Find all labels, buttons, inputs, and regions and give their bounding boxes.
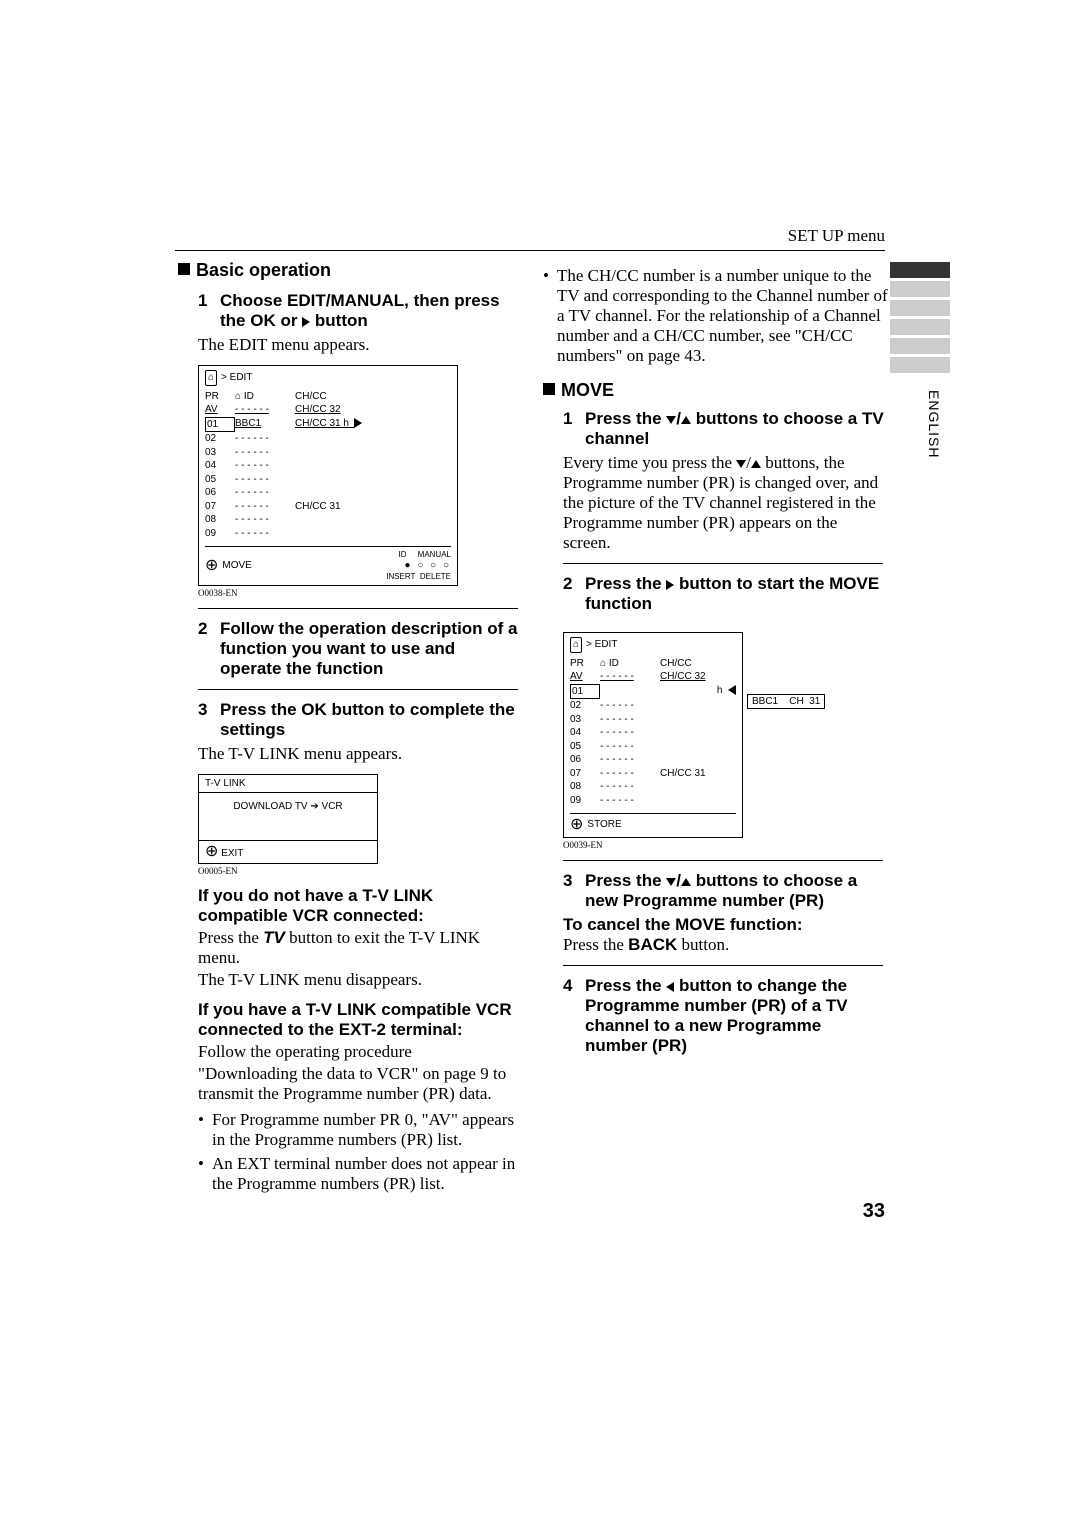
step-title: Press the button to start the MOVE funct…: [585, 574, 885, 614]
step-number: 3: [198, 700, 216, 720]
step-body: The EDIT menu appears.: [198, 335, 523, 355]
tvlink-body: DOWNLOAD TV ➔ VCR: [199, 793, 377, 840]
step-number: 1: [198, 291, 216, 311]
diagram-caption: O0005-EN: [198, 866, 523, 876]
diagram-side-badge: BBC1 CH 31: [747, 694, 825, 709]
section-heading-text: Basic operation: [196, 260, 331, 280]
joystick-icon: ⊕: [205, 558, 218, 574]
tab-active: [890, 262, 950, 278]
step-3: 3 Press the OK button to complete the se…: [198, 700, 523, 764]
triangle-right-icon: [302, 317, 310, 327]
tab-inactive: [890, 281, 950, 297]
triangle-down-icon: [736, 460, 746, 468]
divider: [563, 563, 883, 564]
page-number: 33: [863, 1200, 885, 1223]
diagram-caption: O0039-EN: [563, 840, 888, 850]
step-1: 1 Press the / buttons to choose a TV cha…: [563, 409, 888, 553]
divider: [198, 689, 518, 690]
tab-inactive: [890, 300, 950, 316]
side-tabs: [890, 262, 950, 376]
left-column: Basic operation 1 Choose EDIT/MANUAL, th…: [178, 260, 523, 1198]
step-body: To cancel the MOVE function: Press the B…: [563, 915, 888, 955]
tab-inactive: [890, 338, 950, 354]
step-number: 4: [563, 976, 581, 996]
bullet-item: An EXT terminal number does not appear i…: [198, 1154, 523, 1194]
joystick-icon: ⊕: [570, 817, 583, 833]
step-2: 2 Press the button to start the MOVE fun…: [563, 574, 888, 614]
side-language-label: ENGLISH: [926, 390, 942, 458]
triangle-left-icon: [728, 685, 736, 695]
step-2: 2 Follow the operation description of a …: [198, 619, 523, 679]
tvlink-header: T-V LINK: [199, 775, 377, 793]
divider: [563, 860, 883, 861]
section-heading: Basic operation: [178, 260, 523, 281]
triangle-down-icon: [666, 416, 676, 424]
triangle-up-icon: [681, 878, 691, 886]
tab-inactive: [890, 357, 950, 373]
step-1: 1 Choose EDIT/MANUAL, then press the OK …: [198, 291, 523, 355]
diagram-caption: O0038-EN: [198, 588, 523, 598]
step-number: 2: [563, 574, 581, 594]
step-number: 2: [198, 619, 216, 639]
content: Basic operation 1 Choose EDIT/MANUAL, th…: [178, 260, 888, 1198]
step-3: 3 Press the / buttons to choose a new Pr…: [563, 871, 888, 955]
step-body: The T-V LINK menu appears.: [198, 744, 523, 764]
step-title: Press the / buttons to choose a TV chann…: [585, 409, 885, 449]
step-title: Choose EDIT/MANUAL, then press the OK or…: [220, 291, 520, 331]
tab-inactive: [890, 319, 950, 335]
para: Press the TV button to exit the T-V LINK…: [198, 928, 523, 968]
step-title: Follow the operation description of a fu…: [220, 619, 520, 679]
bullet-square-icon: [178, 263, 190, 275]
edit-move-diagram: ⌂> EDIT PR ⌂ ID CH/CC AV - - - - - - CH/…: [563, 632, 743, 838]
step-body: Every time you press the / buttons, the …: [563, 453, 888, 553]
edit-menu-diagram: ⌂> EDIT PR ⌂ ID CH/CC AV - - - - - - CH/…: [198, 365, 458, 586]
right-column: The CH/CC number is a number unique to t…: [543, 260, 888, 1198]
sub-heading: If you have a T-V LINK compatible VCR co…: [198, 1000, 523, 1040]
tvlink-diagram: T-V LINK DOWNLOAD TV ➔ VCR ⊕ EXIT: [198, 774, 378, 864]
bullet-item: The CH/CC number is a number unique to t…: [543, 266, 888, 366]
page-header: SET UP menu: [175, 226, 885, 251]
bullet-square-icon: [543, 383, 555, 395]
para: Follow the operating procedure: [198, 1042, 523, 1062]
sub-heading: If you do not have a T-V LINK compatible…: [198, 886, 523, 926]
bullet-list: For Programme number PR 0, "AV" appears …: [198, 1110, 523, 1194]
bullet-item: For Programme number PR 0, "AV" appears …: [198, 1110, 523, 1150]
divider: [563, 965, 883, 966]
step-title: Press the button to change the Programme…: [585, 976, 885, 1056]
section-heading-text: MOVE: [561, 380, 614, 400]
para: The T-V LINK menu disappears.: [198, 970, 523, 990]
section-heading: MOVE: [543, 380, 888, 401]
step-number: 3: [563, 871, 581, 891]
step-title: Press the / buttons to choose a new Prog…: [585, 871, 885, 911]
step-title: Press the OK button to complete the sett…: [220, 700, 520, 740]
divider: [198, 608, 518, 609]
step-4: 4 Press the button to change the Program…: [563, 976, 888, 1056]
triangle-up-icon: [681, 416, 691, 424]
triangle-up-icon: [751, 460, 761, 468]
para: "Downloading the data to VCR" on page 9 …: [198, 1064, 523, 1104]
bullet-list: The CH/CC number is a number unique to t…: [543, 266, 888, 366]
step-number: 1: [563, 409, 581, 429]
triangle-right-icon: [354, 418, 362, 428]
joystick-icon: ⊕: [205, 843, 218, 860]
triangle-down-icon: [666, 878, 676, 886]
chapter-title: SET UP menu: [788, 226, 885, 245]
